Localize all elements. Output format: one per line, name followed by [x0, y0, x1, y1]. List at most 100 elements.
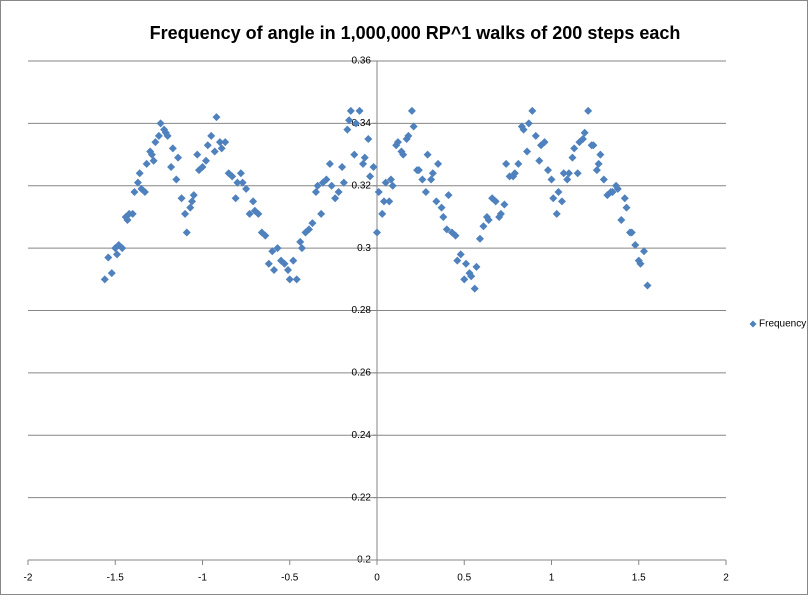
point	[188, 197, 197, 206]
point	[549, 194, 558, 203]
legend-label: Frequency	[759, 319, 806, 330]
point	[107, 269, 116, 278]
point	[554, 187, 563, 196]
point	[369, 163, 378, 172]
point	[385, 197, 394, 206]
point	[528, 106, 537, 115]
point	[142, 159, 151, 168]
point	[599, 175, 608, 184]
point	[210, 147, 219, 156]
point	[535, 156, 544, 165]
point	[245, 209, 254, 218]
point	[217, 144, 226, 153]
y-tick-label: 0.28	[352, 305, 372, 316]
point	[472, 262, 481, 271]
point	[352, 119, 361, 128]
point	[343, 125, 352, 134]
point	[308, 219, 317, 228]
y-tick-label: 0.32	[352, 180, 372, 191]
point	[189, 191, 198, 200]
point	[264, 259, 273, 268]
point	[557, 197, 566, 206]
point	[327, 181, 336, 190]
point	[564, 169, 573, 178]
point	[292, 275, 301, 284]
point	[418, 175, 427, 184]
point	[444, 191, 453, 200]
point	[544, 166, 553, 175]
point	[215, 138, 224, 147]
point	[207, 131, 216, 140]
point	[350, 150, 359, 159]
point	[491, 197, 500, 206]
point	[172, 175, 181, 184]
point	[399, 150, 408, 159]
point	[296, 237, 305, 246]
point	[523, 147, 532, 156]
point	[427, 175, 436, 184]
point	[592, 166, 601, 175]
point	[374, 187, 383, 196]
point	[636, 259, 645, 268]
point	[231, 194, 240, 203]
point	[580, 128, 589, 137]
point	[552, 209, 561, 218]
x-tick-label: -1	[198, 573, 207, 584]
y-tick-label: 0.26	[352, 368, 372, 379]
point	[140, 187, 149, 196]
point	[135, 169, 144, 178]
point	[177, 194, 186, 203]
point	[578, 134, 587, 143]
point	[378, 209, 387, 218]
point	[589, 141, 598, 150]
point	[186, 203, 195, 212]
point	[524, 119, 533, 128]
point	[221, 138, 230, 147]
y-tick-label: 0.36	[352, 56, 372, 67]
point	[181, 209, 190, 218]
point	[573, 169, 582, 178]
point	[238, 178, 247, 187]
point	[339, 178, 348, 187]
point	[284, 265, 293, 274]
point	[268, 247, 277, 256]
point	[531, 131, 540, 140]
chart-title: Frequency of angle in 1,000,000 RP^1 wal…	[150, 23, 681, 43]
point	[334, 187, 343, 196]
point	[373, 228, 381, 237]
point	[479, 222, 488, 231]
point	[437, 203, 446, 212]
point	[149, 156, 158, 165]
point	[563, 175, 572, 184]
point	[456, 250, 465, 259]
x-tick-label: 0	[374, 573, 380, 584]
point	[289, 256, 298, 265]
point	[364, 134, 373, 143]
point	[514, 159, 523, 168]
x-tick-label: -1.5	[107, 573, 125, 584]
point	[432, 197, 441, 206]
point	[322, 175, 331, 184]
point	[151, 138, 160, 147]
point	[360, 153, 369, 162]
point	[393, 138, 402, 147]
point	[453, 256, 462, 265]
x-tick-label: -0.5	[281, 573, 299, 584]
x-tick-label: 1.5	[632, 573, 646, 584]
x-tick-label: 1	[549, 573, 555, 584]
point	[317, 209, 326, 218]
point	[325, 159, 334, 168]
point	[423, 150, 432, 159]
point	[228, 172, 237, 181]
point	[203, 141, 212, 150]
point	[434, 159, 443, 168]
legend-marker	[749, 320, 757, 328]
point	[381, 178, 390, 187]
point	[254, 209, 263, 218]
x-tick-label: 0.5	[457, 573, 471, 584]
point	[174, 153, 183, 162]
point	[236, 169, 245, 178]
point	[304, 225, 313, 234]
point	[386, 175, 395, 184]
